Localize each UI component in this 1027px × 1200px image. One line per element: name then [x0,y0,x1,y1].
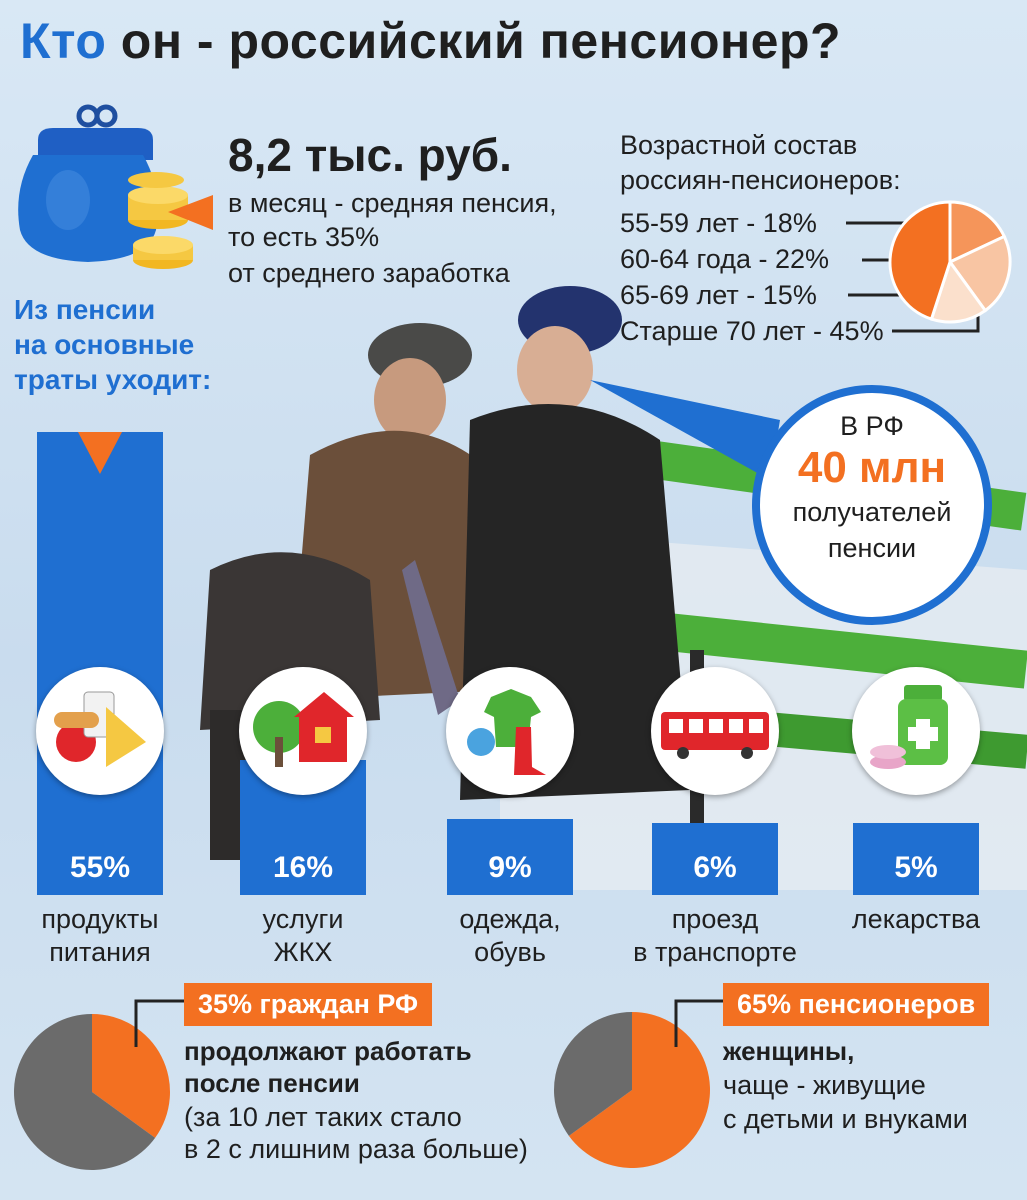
bar-category-line: продукты [41,904,159,934]
bus-icon-drawing [661,712,769,759]
pie-slice [554,1012,632,1136]
bar-category-line: в транспорте [633,937,797,967]
women-line-2: чаще - живущие [723,1070,926,1100]
food-icon [36,667,164,795]
bar [447,819,573,895]
clothing-icon [446,667,574,795]
pie-slice [13,1014,156,1170]
callout-line-2: 40 млн [797,443,947,492]
age-row: 65-69 лет - 15% [620,280,817,310]
recipients-callout: В РФ 40 млн получателей пенсии [752,385,992,625]
house-icon-drawing [253,692,354,767]
pie-slice [568,1012,710,1168]
callout-line-4: пенсии [827,533,917,563]
title-rest: он - российский пенсионер? [120,13,842,69]
working-leader-line [134,999,185,1047]
spending-intro-line-1: Из пенсии [14,294,156,325]
clothing-icon-drawing [467,689,546,775]
bar-value-label: 6% [693,851,737,884]
women-leader-line [674,999,725,1047]
working-line-1: продолжают работать [184,1036,472,1066]
house-icon [239,667,367,795]
bar-category-line: ЖКХ [273,937,333,967]
age-pie-chart [888,200,1012,324]
pie-slice [948,200,1007,265]
average-pension-amount: 8,2 тыс. руб. [228,129,512,181]
bar [853,823,979,895]
women-pie-chart [554,1012,710,1168]
bar-category-line: одежда, [459,904,561,934]
age-title-1: Возрастной состав [620,130,858,160]
working-line-2: после пенсии [184,1068,360,1098]
age-title-2: россиян-пенсионеров: [620,165,901,195]
working-pie-chart [13,1014,170,1170]
spending-intro-line-2: на основные [14,329,195,360]
age-row: 55-59 лет - 18% [620,208,817,238]
callout-line-3: получателей [792,497,952,527]
medicine-icon [852,667,980,795]
women-badge: 65% пенсионеров [723,983,990,1026]
bar-value-label: 16% [272,851,334,884]
pie-slice [947,234,1012,313]
pension-line-2: то есть 35% [228,222,380,252]
age-row: 60-64 года - 22% [620,244,830,274]
callout-pointer [590,380,780,480]
pie-slice [92,1014,170,1138]
pension-line-1: в месяц - средняя пенсия, [228,188,557,218]
pension-line-3: от среднего заработка [228,258,510,288]
bar [37,432,163,895]
food-icon-drawing [54,691,146,767]
bar-category-line: питания [49,937,151,967]
spending-intro-line-3: траты уходит: [14,364,212,395]
bar-category-label: проезд в транспорте [630,903,800,969]
bar-category-label: продукты питания [15,903,185,969]
bus-icon [651,667,779,795]
bar-category-line: обувь [474,937,546,967]
women-line-1: женщины, [723,1036,855,1066]
bar-category-label: одежда, обувь [425,903,595,969]
title-highlight: Кто [20,13,107,69]
bar-category-line: лекарства [851,904,981,934]
bar-value-label: 9% [488,851,532,884]
working-badge: 35% граждан РФ [184,983,433,1026]
bar-category-line: проезд [671,904,759,934]
bar-category-label: услуги ЖКХ [218,903,388,969]
medicine-icon-drawing [870,685,948,769]
bar-category-label: лекарства [831,903,1001,936]
bar-category-line: услуги [262,904,344,934]
women-line-3: с детьми и внуками [723,1104,968,1134]
age-row: Старше 70 лет - 45% [620,316,884,346]
spending-intro: Из пенсии на основные траты уходит: [14,292,211,397]
pie-slice [888,200,952,321]
callout-line-1: В РФ [840,411,904,441]
working-line-4: в 2 с лишним раза больше) [184,1134,528,1164]
bar-value-label: 5% [894,851,938,884]
working-line-3: (за 10 лет таких стало [184,1102,462,1132]
pointer-triangle-icon [78,432,122,474]
page-title: Кто он - российский пенсионер? [20,12,841,70]
bar [652,823,778,895]
wallet-icon [18,104,213,269]
bar-value-label: 55% [69,851,131,884]
